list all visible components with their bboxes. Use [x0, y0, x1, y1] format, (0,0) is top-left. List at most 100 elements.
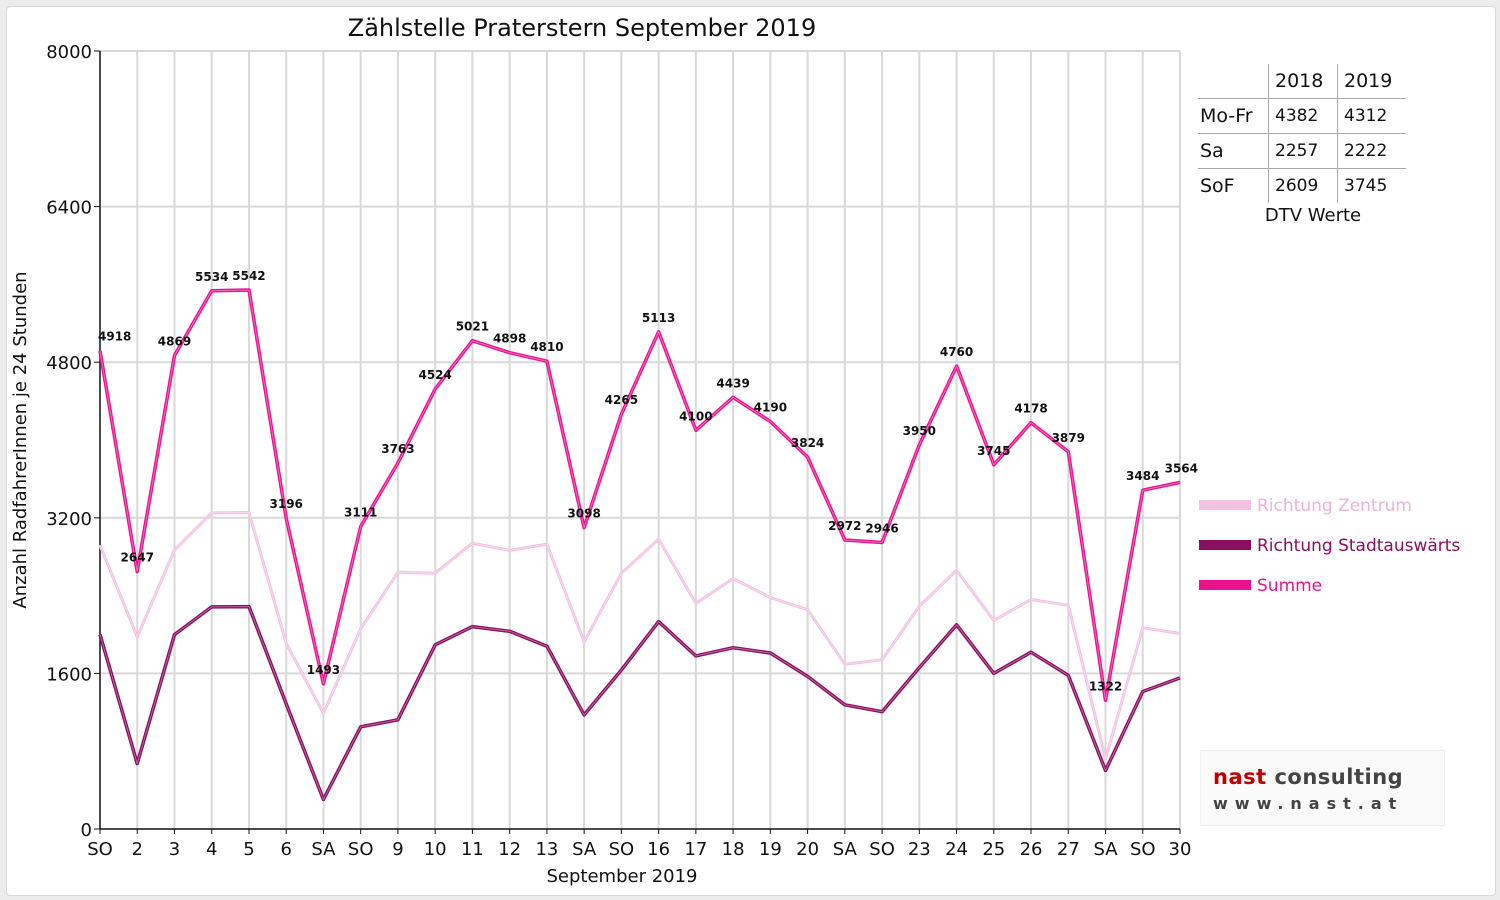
data-label: 4810	[530, 340, 563, 354]
series-line-highlight	[99, 606, 1181, 801]
x-tick-label: 2	[132, 839, 143, 860]
legend-label: Summe	[1257, 576, 1322, 596]
x-tick-label: 18	[722, 839, 745, 860]
x-tick-label: SO	[1130, 839, 1156, 860]
x-tick-label: SA	[311, 839, 336, 860]
y-tick-label: 8000	[46, 42, 92, 63]
data-label: 3763	[381, 442, 414, 456]
data-label: 3484	[1126, 469, 1159, 483]
y-axis-title: Anzahl RadfahrerInnen je 24 Stunden	[10, 271, 31, 608]
dtv-cell-2018: 4382	[1268, 98, 1338, 134]
x-tick-label: 11	[461, 839, 484, 860]
x-tick-label: 26	[1020, 839, 1043, 860]
data-label: 3564	[1165, 461, 1198, 475]
series-line-2	[98, 604, 1181, 802]
x-tick-label: SA	[833, 839, 858, 860]
data-label: 4439	[716, 376, 749, 390]
legend-swatch	[1199, 580, 1251, 590]
dtv-header-2019: 2019	[1337, 64, 1406, 99]
data-label: 3098	[567, 507, 600, 521]
data-label: 4760	[940, 345, 973, 359]
x-tick-label: 3	[169, 839, 180, 860]
x-tick-label: SO	[348, 839, 374, 860]
x-tick-label: 24	[945, 839, 968, 860]
x-tick-label: 25	[982, 839, 1005, 860]
series-line-highlight	[99, 289, 1181, 701]
x-tick-label: 20	[796, 839, 819, 860]
x-tick-label: 17	[684, 839, 707, 860]
x-tick-label: 5	[243, 839, 254, 860]
dtv-row-label: Sa	[1198, 133, 1269, 169]
series-line-3	[98, 288, 1181, 703]
series-line-1	[98, 511, 1181, 761]
x-tick-label: 23	[908, 839, 931, 860]
data-label: 3824	[791, 436, 824, 450]
data-label: 3111	[344, 505, 377, 519]
data-label: 3196	[270, 497, 303, 511]
x-tick-label: 13	[535, 839, 558, 860]
series-line-highlight	[99, 512, 1181, 761]
data-label: 3879	[1052, 431, 1085, 445]
legend-swatch	[1199, 500, 1251, 510]
x-tick-label: 19	[759, 839, 782, 860]
dtv-cell-2019: 4312	[1337, 98, 1406, 134]
logo-brand-consulting: consulting	[1274, 765, 1404, 789]
x-tick-label: SO	[87, 839, 113, 860]
data-label: 2946	[865, 522, 898, 536]
x-tick-label: 6	[280, 839, 291, 860]
logo-brand: nast consulting	[1213, 765, 1403, 789]
x-axis-title: September 2019	[546, 866, 697, 887]
y-tick-label: 3200	[46, 509, 92, 530]
data-label: 3745	[977, 444, 1010, 458]
y-tick-label: 6400	[46, 198, 92, 219]
data-label: 4869	[158, 334, 191, 348]
y-tick-label: 0	[81, 820, 92, 841]
data-label: 5021	[456, 320, 489, 334]
x-tick-label: SO	[609, 839, 635, 860]
legend-swatch	[1199, 540, 1251, 550]
data-label: 3950	[903, 424, 936, 438]
data-label: 5113	[642, 311, 675, 325]
data-label: 4898	[493, 332, 526, 346]
x-tick-label: 27	[1057, 839, 1080, 860]
x-tick-label: 30	[1169, 839, 1192, 860]
x-tick-label: 10	[424, 839, 447, 860]
dtv-caption: DTV Werte	[1264, 205, 1362, 226]
data-label: 4918	[98, 330, 131, 344]
data-label: 5534	[195, 270, 228, 284]
chart-title: Zählstelle Praterstern September 2019	[348, 14, 816, 42]
data-label: 5542	[232, 269, 265, 283]
y-tick-label: 1600	[46, 664, 92, 685]
legend-label: Richtung Stadtauswärts	[1257, 536, 1460, 556]
dtv-cell-2019: 3745	[1337, 168, 1406, 203]
x-tick-label: 9	[392, 839, 403, 860]
dtv-cell-2018: 2609	[1268, 168, 1338, 203]
data-label: 2972	[828, 519, 861, 533]
legend-label: Richtung Zentrum	[1257, 496, 1412, 516]
y-tick-label: 4800	[46, 353, 92, 374]
data-label: 1322	[1089, 679, 1122, 693]
dtv-cell-2018: 2257	[1268, 133, 1338, 169]
data-label: 4100	[679, 409, 712, 423]
data-label: 4265	[605, 393, 638, 407]
dtv-cell-2019: 2222	[1337, 133, 1406, 169]
dtv-header-empty	[1198, 64, 1269, 99]
data-label: 2647	[121, 551, 154, 565]
x-tick-label: 12	[498, 839, 521, 860]
logo-brand-nast: nast	[1213, 765, 1267, 789]
dtv-header-2018: 2018	[1268, 64, 1338, 99]
data-label: 4190	[754, 401, 787, 415]
x-tick-label: SA	[572, 839, 597, 860]
x-tick-label: SA	[1093, 839, 1118, 860]
data-label: 4178	[1014, 402, 1047, 416]
x-tick-label: 16	[647, 839, 670, 860]
data-label: 4524	[418, 368, 451, 382]
logo-url: www.nast.at	[1213, 794, 1404, 813]
x-tick-label: SO	[869, 839, 895, 860]
nast-logo: nast consulting www.nast.at	[1200, 750, 1445, 826]
dtv-row-label: Mo-Fr	[1198, 98, 1269, 134]
dtv-table: 2018 2019 Mo-Fr 4382 4312 Sa 2257 2222 S…	[1198, 64, 1428, 226]
dtv-row-label: SoF	[1198, 168, 1269, 203]
x-tick-label: 4	[206, 839, 217, 860]
